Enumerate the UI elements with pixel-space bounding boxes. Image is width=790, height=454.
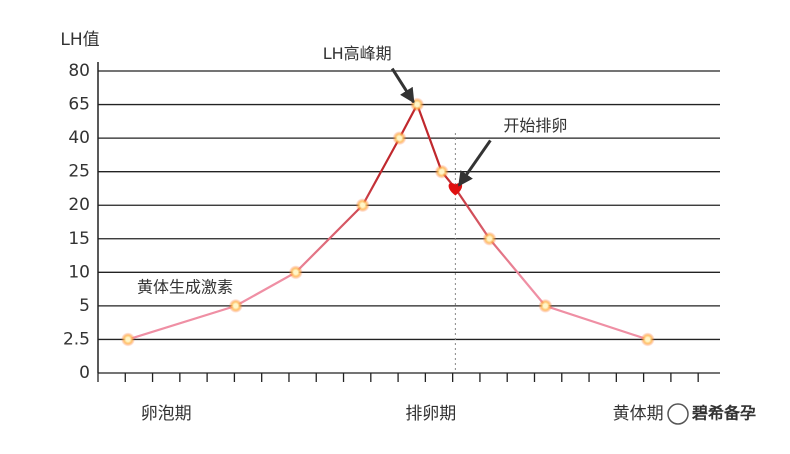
- y-axis-label: LH值: [60, 30, 99, 50]
- y-tick-label: 20: [68, 195, 90, 215]
- point: [288, 265, 303, 280]
- annotation: 开始排卵: [503, 116, 567, 135]
- phase-label: 卵泡期: [141, 404, 192, 424]
- point: [392, 131, 407, 146]
- y-tick-label: 15: [68, 229, 90, 249]
- y-tick-label: 25: [68, 162, 90, 182]
- point: [121, 332, 136, 347]
- y-tick-label: 10: [68, 262, 90, 282]
- y-tick-label: 65: [68, 95, 90, 115]
- watermark-icon: [667, 403, 689, 425]
- phase-label: 黄体期: [613, 404, 664, 424]
- phase-label: 排卵期: [405, 404, 456, 424]
- y-tick-label: 40: [68, 128, 90, 148]
- series-label: 黄体生成激素: [137, 278, 233, 297]
- line: [127, 101, 649, 341]
- point: [434, 164, 449, 179]
- point: [538, 298, 553, 313]
- watermark: 碧希备孕: [691, 404, 756, 423]
- annotation: LH高峰期: [323, 44, 392, 63]
- y-tick-label: 80: [68, 61, 90, 81]
- y-tick-label: 0: [79, 363, 90, 383]
- point: [640, 332, 655, 347]
- y-tick-label: 5: [79, 296, 90, 316]
- y-tick-label: 2.5: [63, 329, 90, 349]
- point: [228, 298, 243, 313]
- point: [355, 198, 370, 213]
- annotation-arrow: [390, 67, 415, 104]
- annotation-arrow: [457, 139, 492, 187]
- point: [482, 231, 497, 246]
